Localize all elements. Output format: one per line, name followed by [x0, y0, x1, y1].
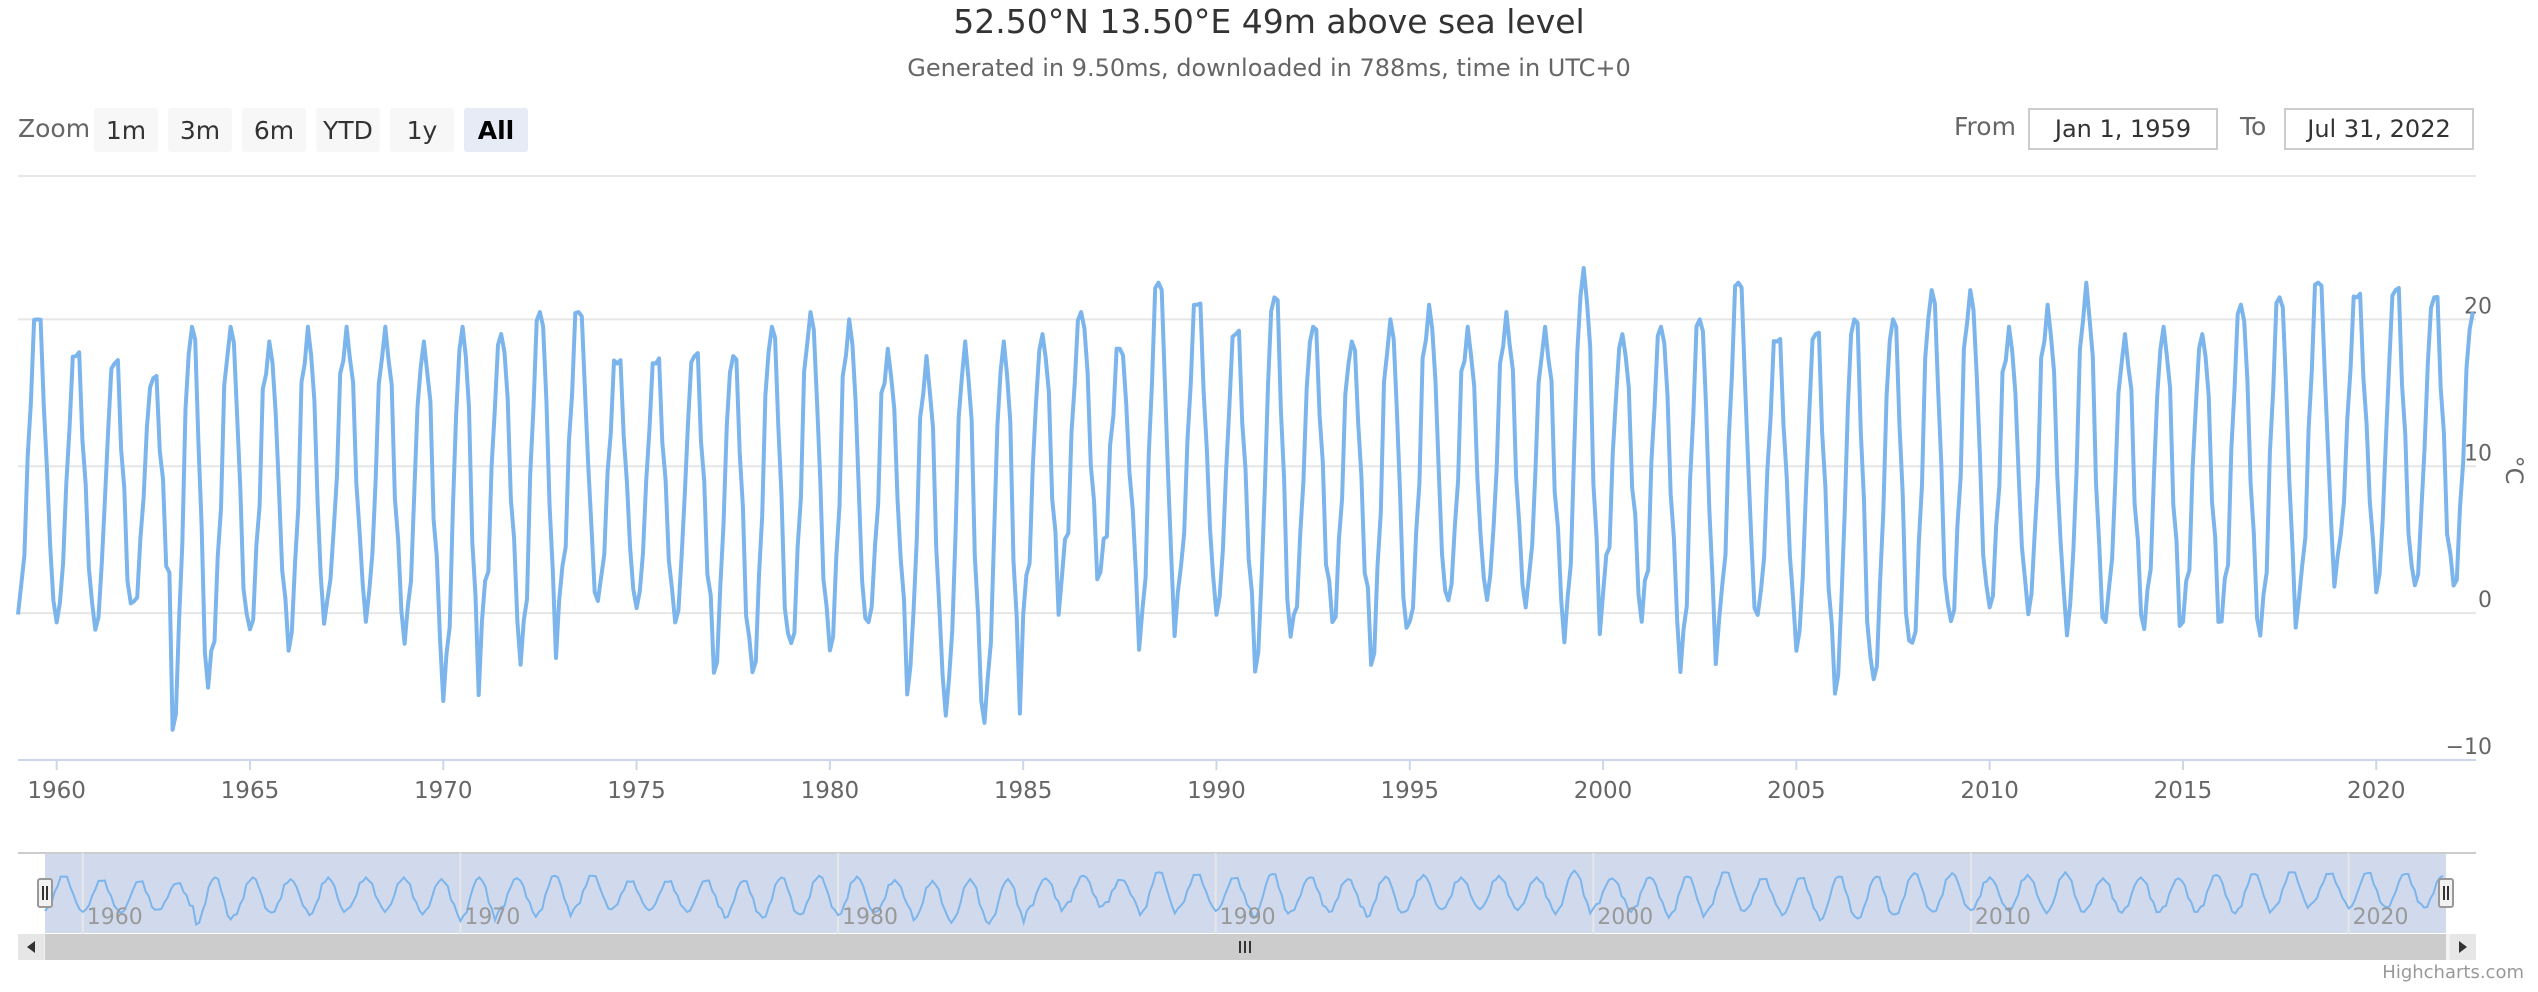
- navigator-tick-label: 2010: [1975, 905, 2031, 930]
- zoom-label: Zoom: [18, 114, 91, 143]
- navigator-tick-label: 2020: [2353, 905, 2409, 930]
- y-tick-label: 10: [2464, 441, 2492, 466]
- x-tick-label: 2000: [1574, 778, 1633, 804]
- chart-title: 52.50°N 13.50°E 49m above sea level: [953, 2, 1585, 41]
- x-tick-label: 2020: [2347, 778, 2406, 804]
- from-date-input[interactable]: [2028, 108, 2218, 150]
- navigator-tick-label: 1970: [464, 905, 520, 930]
- zoom-all-button[interactable]: All: [464, 108, 528, 152]
- zoom-1y-button[interactable]: 1y: [390, 108, 454, 152]
- navigator-ticks: 1960 1970 1980 1990 2000 2010 2020: [87, 905, 2409, 930]
- x-tick-label: 1985: [994, 778, 1053, 804]
- navigator-tick-label: 2000: [1597, 905, 1653, 930]
- x-tick-label: 1970: [414, 778, 473, 804]
- zoom-6m-button[interactable]: 6m: [242, 108, 306, 152]
- navigator[interactable]: 1960 1970 1980 1990 2000 2010 2020: [18, 852, 2476, 934]
- x-tick-label: 1990: [1187, 778, 1246, 804]
- x-tick-label: 1975: [607, 778, 666, 804]
- navigator-right-handle[interactable]: [2438, 878, 2454, 908]
- x-tick-label: 1965: [221, 778, 280, 804]
- x-tick-label: 1995: [1380, 778, 1439, 804]
- zoom-1m-button[interactable]: 1m: [94, 108, 158, 152]
- y-tick-label: −10: [2446, 735, 2492, 760]
- navigator-series-line: [44, 869, 2444, 927]
- y-axis-labels: −10 0 10 20: [2446, 294, 2492, 760]
- navigator-left-handle[interactable]: [37, 878, 53, 908]
- x-tick-label: 2005: [1767, 778, 1826, 804]
- x-tick-label: 2015: [2154, 778, 2213, 804]
- series-line: [16, 266, 2475, 732]
- scroll-right-arrow-icon: [2459, 941, 2467, 953]
- navigator-grid: [81, 853, 2350, 934]
- from-label: From: [1954, 112, 2016, 141]
- navigator-tick-label: 1960: [87, 905, 143, 930]
- navigator-mask[interactable]: [45, 853, 2446, 933]
- navigator-tick-label: 1990: [1220, 905, 1276, 930]
- y-tick-label: 20: [2464, 294, 2492, 319]
- y-axis-title: °C: [2500, 456, 2528, 485]
- x-axis-ticks: 1960 1965 1970 1975 1980 1985 1990 1995 2000 2005…: [27, 760, 2406, 804]
- scrollbar[interactable]: [18, 934, 2476, 960]
- credits-link[interactable]: Highcharts.com: [2382, 962, 2524, 983]
- zoom-ytd-button[interactable]: YTD: [316, 108, 380, 152]
- y-tick-label: 0: [2478, 588, 2492, 613]
- x-tick-label: 1960: [27, 778, 86, 804]
- x-tick-label: 1980: [801, 778, 860, 804]
- chart-subtitle: Generated in 9.50ms, downloaded in 788ms…: [907, 54, 1631, 82]
- to-date-input[interactable]: [2284, 108, 2474, 150]
- navigator-tick-label: 1980: [842, 905, 898, 930]
- zoom-3m-button[interactable]: 3m: [168, 108, 232, 152]
- x-tick-label: 2010: [1960, 778, 2019, 804]
- scrollbar-grip-icon: [1239, 941, 1251, 953]
- to-label: To: [2240, 112, 2267, 141]
- scroll-left-arrow-icon: [27, 941, 35, 953]
